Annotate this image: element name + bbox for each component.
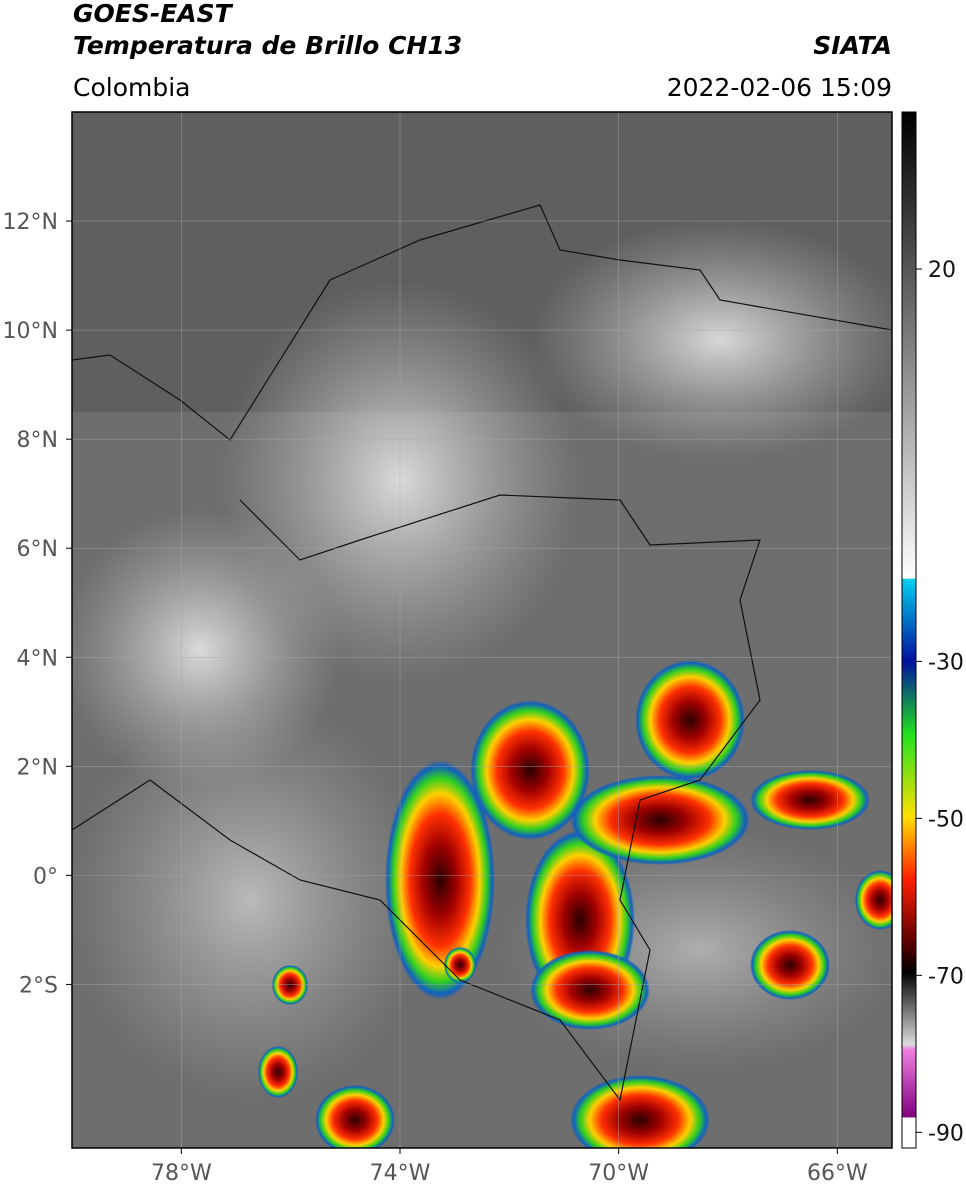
y-tick-label: 4°N [17, 646, 58, 671]
colorbar [901, 111, 917, 1149]
y-tick-label: 10°N [3, 319, 58, 344]
y-tick-label: 2°S [19, 973, 58, 998]
source: SIATA [813, 31, 892, 60]
title: GOES-EAST [73, 0, 234, 28]
y-tick-label: 0° [33, 864, 58, 889]
subtitle: Temperatura de Brillo CH13 [73, 31, 462, 60]
x-tick-label: 78°W [151, 1161, 212, 1186]
y-tick-label: 12°N [3, 210, 58, 235]
colorbar-tick-label: -30 [928, 650, 964, 675]
colorbar-tick-label: -50 [928, 807, 964, 832]
datetime: 2022-02-06 15:09 [667, 73, 892, 102]
x-tick-label: 74°W [370, 1161, 431, 1186]
y-tick-label: 8°N [17, 428, 58, 453]
satellite-image [72, 112, 892, 1148]
colorbar-tick-label: -70 [928, 964, 964, 989]
colorbar-tick-label: -90 [928, 1121, 964, 1146]
colorbar-tick-label: 20 [928, 258, 956, 283]
x-tick-label: 70°W [588, 1161, 649, 1186]
plot-frame [71, 111, 893, 1149]
y-tick-label: 6°N [17, 537, 58, 562]
region: Colombia [73, 73, 190, 102]
y-tick-label: 2°N [17, 755, 58, 780]
x-tick-label: 66°W [807, 1161, 868, 1186]
